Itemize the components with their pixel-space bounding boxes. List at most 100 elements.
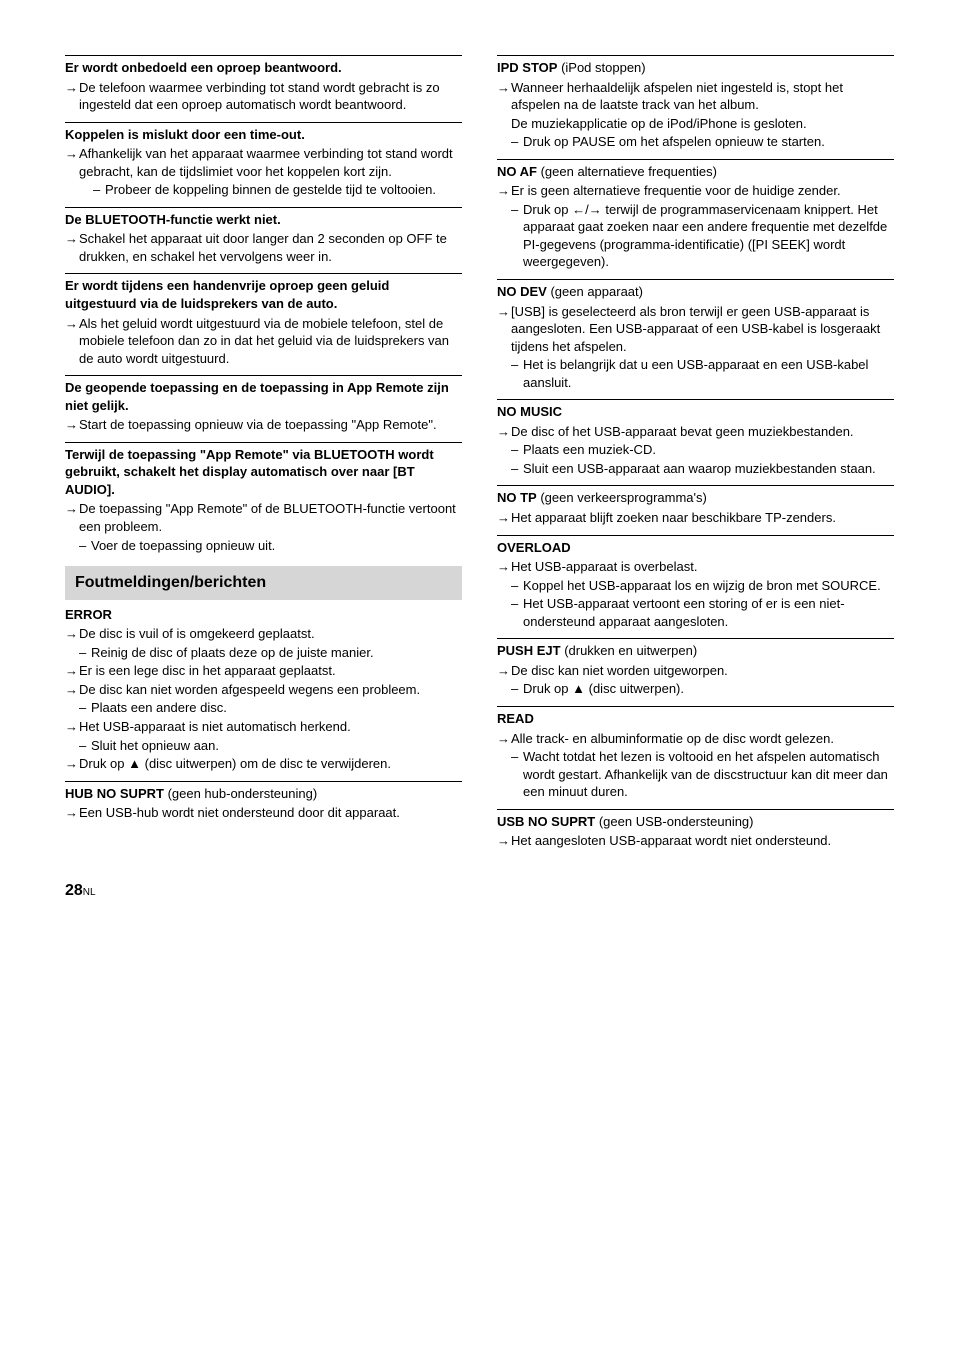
arrow-icon: → bbox=[497, 558, 511, 576]
dash-icon: – bbox=[511, 356, 523, 374]
dash-icon: – bbox=[511, 680, 523, 698]
entry-text: De muziekapplicatie op de iPod/iPhone is… bbox=[497, 115, 894, 133]
entry-text: Een USB-hub wordt niet ondersteund door … bbox=[79, 804, 462, 822]
entry-text: De disc kan niet worden afgespeeld wegen… bbox=[79, 681, 462, 699]
entry: USB NO SUPRT (geen USB-ondersteuning) →H… bbox=[497, 809, 894, 850]
arrow-icon: → bbox=[65, 681, 79, 699]
entry-text: Plaats een andere disc. bbox=[91, 699, 462, 717]
entry-text: Druk op ←/→ terwijl de programmaservicen… bbox=[523, 201, 894, 271]
dash-icon: – bbox=[79, 644, 91, 662]
entry-title: Er wordt onbedoeld een oproep beantwoord… bbox=[65, 55, 462, 77]
section-header: Foutmeldingen/berichten bbox=[65, 566, 462, 600]
entry-text: Het USB-apparaat is niet automatisch her… bbox=[79, 718, 462, 736]
arrow-icon: → bbox=[497, 730, 511, 748]
entry-title: Koppelen is mislukt door een time-out. bbox=[65, 122, 462, 144]
dash-icon: – bbox=[511, 441, 523, 459]
page-number: 28NL bbox=[65, 880, 894, 902]
entry-title: ERROR bbox=[65, 606, 462, 624]
right-column: IPD STOP (iPod stoppen) →Wanneer herhaal… bbox=[497, 55, 894, 858]
entry-text: Er is geen alternatieve frequentie voor … bbox=[511, 182, 894, 200]
entry-text: Wanneer herhaaldelijk afspelen niet inge… bbox=[511, 79, 894, 114]
entry-title: NO DEV (geen apparaat) bbox=[497, 279, 894, 301]
entry-text: Het is belangrijk dat u een USB-apparaat… bbox=[523, 356, 894, 391]
dash-icon: – bbox=[511, 577, 523, 595]
entry-text: Voer de toepassing opnieuw uit. bbox=[91, 537, 462, 555]
entry-title: USB NO SUPRT (geen USB-ondersteuning) bbox=[497, 809, 894, 831]
entry-title: Er wordt tijdens een handenvrije oproep … bbox=[65, 273, 462, 312]
entry: De geopende toepassing en de toepassing … bbox=[65, 375, 462, 434]
arrow-icon: → bbox=[65, 718, 79, 736]
entry: Koppelen is mislukt door een time-out. →… bbox=[65, 122, 462, 199]
entry: Terwijl de toepassing "App Remote" via B… bbox=[65, 442, 462, 554]
entry-text: Sluit het opnieuw aan. bbox=[91, 737, 462, 755]
arrow-icon: → bbox=[497, 509, 511, 527]
entry-title: NO TP (geen verkeersprogramma's) bbox=[497, 485, 894, 507]
left-column: Er wordt onbedoeld een oproep beantwoord… bbox=[65, 55, 462, 858]
entry-text: Plaats een muziek-CD. bbox=[523, 441, 894, 459]
arrow-icon: → bbox=[65, 662, 79, 680]
entry-text: Wacht totdat het lezen is voltooid en he… bbox=[523, 748, 894, 801]
entry: IPD STOP (iPod stoppen) →Wanneer herhaal… bbox=[497, 55, 894, 151]
entry: Er wordt onbedoeld een oproep beantwoord… bbox=[65, 55, 462, 114]
entry-text: Het USB-apparaat is overbelast. bbox=[511, 558, 894, 576]
entry-title: De BLUETOOTH-functie werkt niet. bbox=[65, 207, 462, 229]
entry-text: Afhankelijk van het apparaat waarmee ver… bbox=[79, 145, 462, 180]
entry: Er wordt tijdens een handenvrije oproep … bbox=[65, 273, 462, 367]
entry-text: Koppel het USB-apparaat los en wijzig de… bbox=[523, 577, 894, 595]
dash-icon: – bbox=[511, 460, 523, 478]
dash-icon: – bbox=[511, 748, 523, 766]
dash-icon: – bbox=[93, 181, 105, 199]
entry-text: Het USB-apparaat vertoont een storing of… bbox=[523, 595, 894, 630]
entry-title: Terwijl de toepassing "App Remote" via B… bbox=[65, 442, 462, 499]
entry: NO DEV (geen apparaat) →[USB] is geselec… bbox=[497, 279, 894, 391]
entry-title: NO MUSIC bbox=[497, 399, 894, 421]
entry-title: OVERLOAD bbox=[497, 535, 894, 557]
arrow-icon: → bbox=[497, 832, 511, 850]
arrow-icon: → bbox=[65, 230, 79, 248]
seek-right-icon: → bbox=[589, 202, 602, 217]
arrow-icon: → bbox=[497, 662, 511, 680]
entry-text: Schakel het apparaat uit door langer dan… bbox=[79, 230, 462, 265]
arrow-icon: → bbox=[65, 755, 79, 773]
entry-title: NO AF (geen alternatieve frequenties) bbox=[497, 159, 894, 181]
entry: NO AF (geen alternatieve frequenties) →E… bbox=[497, 159, 894, 271]
eject-icon: ▲ bbox=[128, 756, 141, 771]
dash-icon: – bbox=[511, 201, 523, 219]
arrow-icon: → bbox=[65, 416, 79, 434]
entry-text: De disc is vuil of is omgekeerd geplaats… bbox=[79, 625, 462, 643]
entry-text: Druk op ▲ (disc uitwerpen) om de disc te… bbox=[79, 755, 462, 773]
entry-text: Het apparaat blijft zoeken naar beschikb… bbox=[511, 509, 894, 527]
entry-title: HUB NO SUPRT (geen hub-ondersteuning) bbox=[65, 781, 462, 803]
dash-icon: – bbox=[79, 537, 91, 555]
entry: HUB NO SUPRT (geen hub-ondersteuning) →E… bbox=[65, 781, 462, 822]
entry: ERROR →De disc is vuil of is omgekeerd g… bbox=[65, 606, 462, 773]
entry-text: Probeer de koppeling binnen de gestelde … bbox=[105, 181, 462, 199]
entry-text: De toepassing "App Remote" of de BLUETOO… bbox=[79, 500, 462, 535]
arrow-icon: → bbox=[65, 315, 79, 333]
arrow-icon: → bbox=[497, 182, 511, 200]
arrow-icon: → bbox=[497, 303, 511, 321]
entry-text: Druk op ▲ (disc uitwerpen). bbox=[523, 680, 894, 698]
dash-icon: – bbox=[79, 737, 91, 755]
entry-title: READ bbox=[497, 706, 894, 728]
entry-text: [USB] is geselecteerd als bron terwijl e… bbox=[511, 303, 894, 356]
arrow-icon: → bbox=[497, 79, 511, 97]
arrow-icon: → bbox=[65, 500, 79, 518]
arrow-icon: → bbox=[65, 145, 79, 163]
entry-text: Sluit een USB-apparaat aan waarop muziek… bbox=[523, 460, 894, 478]
dash-icon: – bbox=[79, 699, 91, 717]
arrow-icon: → bbox=[65, 625, 79, 643]
entry-title: IPD STOP (iPod stoppen) bbox=[497, 55, 894, 77]
entry-text: Als het geluid wordt uitgestuurd via de … bbox=[79, 315, 462, 368]
seek-left-icon: ← bbox=[572, 202, 585, 217]
arrow-icon: → bbox=[497, 423, 511, 441]
entry-title: De geopende toepassing en de toepassing … bbox=[65, 375, 462, 414]
dash-icon: – bbox=[511, 595, 523, 613]
entry: NO TP (geen verkeersprogramma's) →Het ap… bbox=[497, 485, 894, 526]
entry: PUSH EJT (drukken en uitwerpen) →De disc… bbox=[497, 638, 894, 698]
entry: OVERLOAD →Het USB-apparaat is overbelast… bbox=[497, 535, 894, 631]
entry: De BLUETOOTH-functie werkt niet. →Schake… bbox=[65, 207, 462, 266]
dash-icon: – bbox=[511, 133, 523, 151]
entry: NO MUSIC →De disc of het USB-apparaat be… bbox=[497, 399, 894, 477]
entry-text: Het aangesloten USB-apparaat wordt niet … bbox=[511, 832, 894, 850]
